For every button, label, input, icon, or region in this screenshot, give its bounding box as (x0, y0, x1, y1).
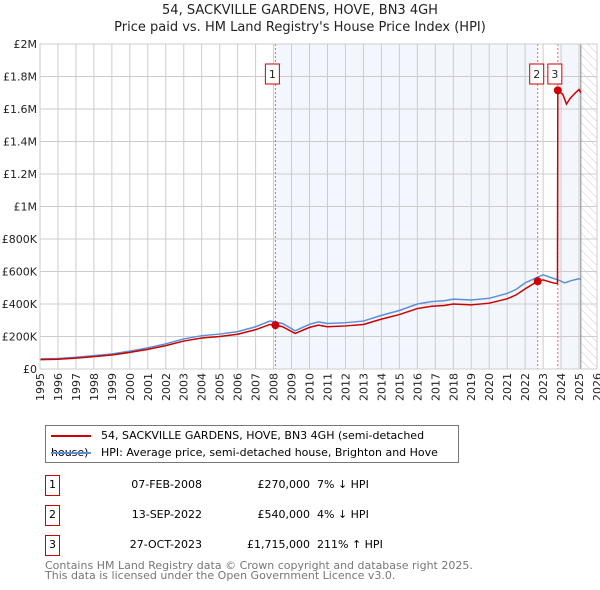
x-tick-label: 2008 (268, 373, 281, 401)
x-tick-label: 2001 (142, 373, 155, 401)
x-tick-label: 2013 (357, 373, 370, 401)
x-tick-label: 1995 (34, 373, 47, 401)
sale-row: 1 07-FEB-2008 £270,000 7% ↓ HPI (45, 475, 375, 496)
sale-price: £1,715,000 (247, 538, 310, 551)
x-tick-label: 2023 (537, 373, 550, 401)
sale-hpi-diff: 211% ↑ HPI (317, 538, 383, 551)
x-tick-label: 2024 (555, 373, 568, 401)
y-tick-label: £1.8M (3, 71, 37, 84)
x-tick-label: 2003 (178, 373, 191, 401)
x-tick-label: 2015 (393, 373, 406, 401)
sale-label: 2 (533, 68, 540, 81)
legend: 54, SACKVILLE GARDENS, HOVE, BN3 4GH (se… (45, 425, 459, 463)
x-tick-label: 2006 (232, 373, 245, 401)
sale-point (553, 86, 562, 95)
sale-row: 2 13-SEP-2022 £540,000 4% ↓ HPI (45, 505, 375, 526)
y-tick-label: £1.2M (3, 168, 37, 181)
x-tick-label: 2016 (411, 373, 424, 401)
y-tick-label: £1M (14, 201, 38, 214)
y-tick-label: £600K (2, 266, 38, 279)
sale-date: 27-OCT-2023 (129, 538, 202, 551)
legend-item-property: 54, SACKVILLE GARDENS, HOVE, BN3 4GH (se… (51, 427, 458, 459)
sale-marker: 1 (45, 475, 60, 496)
y-tick-label: £1.6M (3, 103, 37, 116)
x-tick-label: 2000 (124, 373, 137, 401)
sale-hpi-diff: 4% ↓ HPI (317, 508, 369, 521)
sale-row: 3 27-OCT-2023 £1,715,000 211% ↑ HPI (45, 535, 383, 556)
x-tick-label: 1997 (70, 373, 83, 401)
x-tick-label: 2004 (196, 373, 209, 401)
sale-marker: 2 (45, 505, 60, 526)
sale-date: 13-SEP-2022 (131, 508, 202, 521)
sale-label: 3 (551, 68, 558, 81)
x-tick-label: 2007 (250, 373, 263, 401)
y-tick-label: £1.4M (3, 136, 37, 149)
legend-label: HPI: Average price, semi-detached house,… (101, 446, 438, 459)
sale-point (533, 277, 542, 286)
x-tick-label: 2002 (160, 373, 173, 401)
x-tick-label: 2010 (304, 373, 317, 401)
legend-item-hpi: HPI: Average price, semi-detached house,… (51, 444, 438, 461)
legend-label: 54, SACKVILLE GARDENS, HOVE, BN3 4GH (se… (51, 429, 425, 459)
legend-swatch (51, 435, 91, 437)
y-tick-label: £800K (2, 233, 38, 246)
price-chart: 1995 1996 1997 1998 1999 2000 2001 2002 2003 2004… (2, 38, 600, 401)
x-tick-label: 2025 (573, 373, 586, 401)
x-tick-label: 2005 (214, 373, 227, 401)
sale-label-box (264, 63, 280, 85)
sale-date: 07-FEB-2008 (131, 478, 202, 491)
x-tick-label: 2019 (465, 373, 478, 401)
sale-hpi-diff: 7% ↓ HPI (317, 478, 369, 491)
x-tick-label: 2012 (339, 373, 352, 401)
x-tick-label: 2018 (447, 373, 460, 401)
sale-label-box (529, 63, 545, 85)
y-tick-label: £2M (14, 38, 38, 51)
x-tick-label: 2017 (429, 373, 442, 401)
sale-point (271, 321, 280, 330)
plot-border (39, 43, 598, 370)
footer-line: Contains HM Land Registry data © Crown c… (45, 559, 473, 572)
x-tick-label: 2011 (321, 373, 334, 401)
x-tick-label: 2021 (501, 373, 514, 401)
chart-subtitle: Price paid vs. HM Land Registry's House … (114, 20, 486, 35)
x-tick-label: 2014 (375, 373, 388, 401)
sale-price: £540,000 (257, 508, 311, 521)
sale-price: £270,000 (257, 478, 311, 491)
legend-swatch (51, 452, 91, 454)
footer: Contains HM Land Registry data © Crown c… (45, 559, 473, 582)
x-tick-label: 1998 (88, 373, 101, 401)
x-tick-label: 2009 (286, 373, 299, 401)
y-tick-label: £200K (2, 331, 38, 344)
footer-line: This data is licensed under the Open Gov… (45, 569, 396, 582)
sale-marker: 3 (45, 535, 60, 556)
x-tick-label: 2022 (519, 373, 532, 401)
series-line (39, 273, 582, 360)
x-tick-label: 1999 (106, 373, 119, 401)
x-tick-label: 2026 (591, 373, 600, 401)
y-tick-label: £400K (2, 298, 38, 311)
x-tick-label: 2020 (483, 373, 496, 401)
sale-label: 1 (269, 68, 276, 81)
y-tick-label: £0 (23, 363, 37, 376)
x-tick-label: 1996 (52, 373, 65, 401)
chart-title: 54, SACKVILLE GARDENS, HOVE, BN3 4GH (162, 3, 438, 18)
series-line (39, 88, 582, 361)
sale-label-box (547, 63, 563, 85)
